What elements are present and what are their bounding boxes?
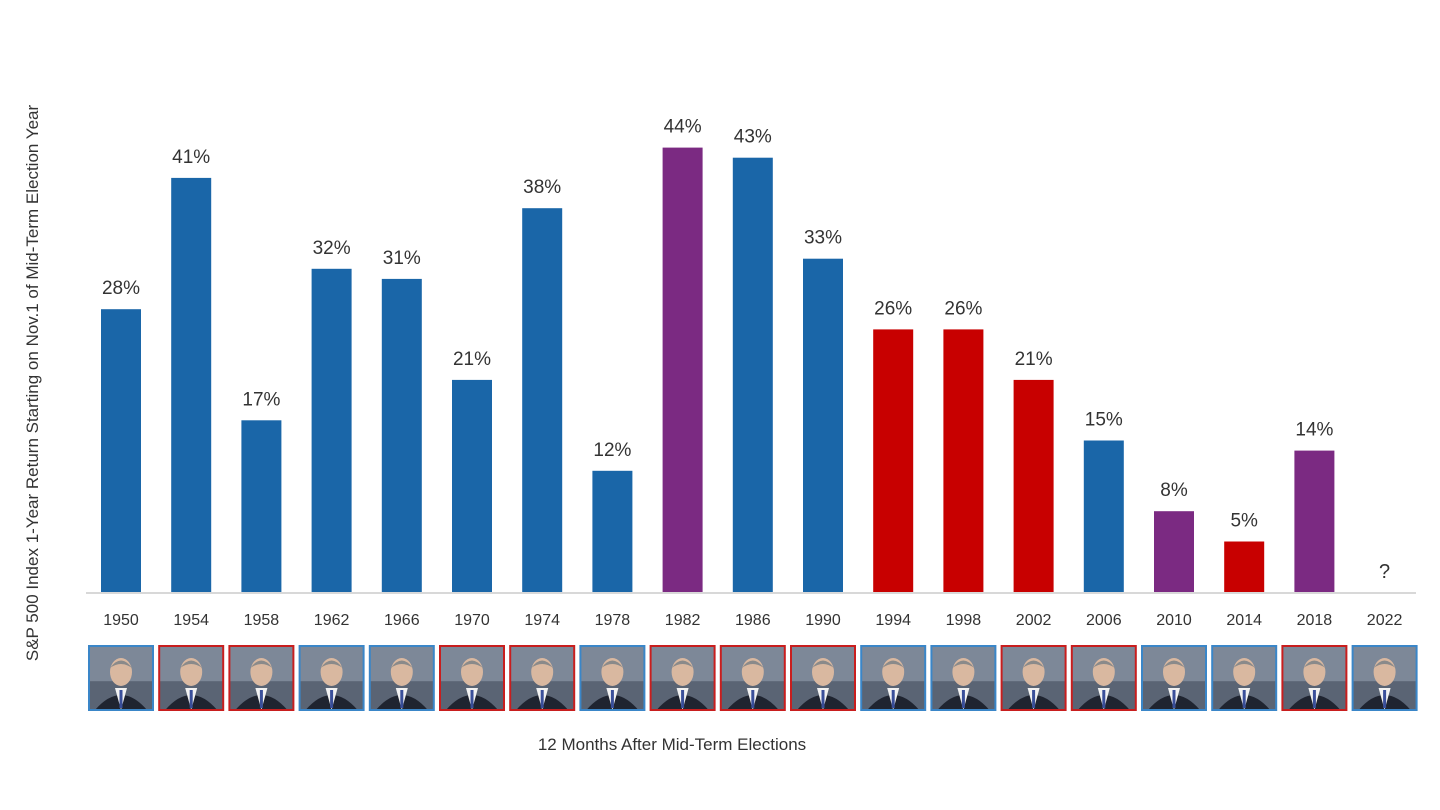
portrait-1970-icon bbox=[439, 645, 505, 711]
data-label-1958: 17% bbox=[242, 389, 280, 410]
tick-label-1958: 1958 bbox=[244, 612, 280, 629]
data-label-1986: 43% bbox=[734, 127, 772, 148]
bar-2018 bbox=[1294, 450, 1335, 592]
tick-label-1950: 1950 bbox=[103, 612, 139, 629]
tick-label-1970: 1970 bbox=[454, 612, 490, 629]
data-label-1990: 33% bbox=[804, 228, 842, 249]
data-label-1978: 12% bbox=[593, 440, 631, 461]
tick-label-1982: 1982 bbox=[665, 612, 701, 629]
tick-label-2018: 2018 bbox=[1297, 612, 1333, 629]
portrait-1966-icon bbox=[368, 645, 435, 711]
tick-label-1954: 1954 bbox=[173, 612, 209, 629]
portrait-1982-icon bbox=[649, 645, 716, 711]
portrait-2022-icon bbox=[1351, 645, 1418, 711]
tick-label-2002: 2002 bbox=[1016, 612, 1052, 629]
tick-label-1998: 1998 bbox=[946, 612, 982, 629]
portrait-1958-icon bbox=[228, 645, 295, 711]
tick-label-2022: 2022 bbox=[1367, 612, 1403, 629]
x-axis-ticks: 1950 1954 1958 1962 1966 1970 1974 1978 1982 1986… bbox=[103, 612, 1402, 629]
tick-label-1962: 1962 bbox=[314, 612, 350, 629]
bar-1958 bbox=[241, 420, 282, 592]
bar-2010 bbox=[1154, 511, 1194, 592]
tick-label-1966: 1966 bbox=[384, 612, 420, 629]
portrait-2014-icon bbox=[1211, 645, 1278, 711]
portrait-2018-icon bbox=[1281, 645, 1348, 711]
portrait-1998-icon bbox=[930, 645, 997, 711]
bar-1962 bbox=[311, 268, 352, 592]
portrait-1950-icon bbox=[88, 645, 154, 711]
data-label-2010: 8% bbox=[1160, 480, 1188, 501]
bar-1994 bbox=[873, 329, 914, 592]
bar-1974 bbox=[522, 208, 563, 592]
data-label-1970: 21% bbox=[453, 349, 491, 370]
data-label-1962: 32% bbox=[313, 238, 351, 259]
bar-1970 bbox=[452, 379, 492, 592]
data-label-2018: 14% bbox=[1295, 420, 1333, 441]
bar-1982 bbox=[662, 147, 703, 592]
bar-1954 bbox=[171, 177, 212, 592]
bar-2002 bbox=[1013, 379, 1054, 592]
portrait-1974-icon bbox=[509, 645, 576, 711]
bar-1998 bbox=[943, 329, 984, 592]
tick-label-1986: 1986 bbox=[735, 612, 771, 629]
tick-label-2014: 2014 bbox=[1226, 612, 1262, 629]
portrait-row bbox=[88, 645, 1418, 711]
data-label-2014: 5% bbox=[1230, 511, 1258, 532]
portrait-1990-icon bbox=[790, 645, 856, 711]
bar-1966 bbox=[381, 278, 422, 592]
portrait-1994-icon bbox=[860, 645, 927, 711]
data-label-2006: 15% bbox=[1085, 410, 1123, 431]
data-label-1954: 41% bbox=[172, 147, 210, 168]
tick-label-1974: 1974 bbox=[524, 612, 560, 629]
tick-label-1994: 1994 bbox=[875, 612, 911, 629]
data-label-1982: 44% bbox=[664, 117, 702, 138]
portrait-1978-icon bbox=[579, 645, 646, 711]
tick-label-1990: 1990 bbox=[805, 612, 841, 629]
tick-label-2010: 2010 bbox=[1156, 612, 1192, 629]
bar-1986 bbox=[732, 157, 773, 592]
data-label-2022: ? bbox=[1379, 561, 1390, 583]
tick-label-2006: 2006 bbox=[1086, 612, 1122, 629]
portrait-2010-icon bbox=[1141, 645, 1207, 711]
bar-1978 bbox=[592, 470, 633, 592]
portrait-2002-icon bbox=[1000, 645, 1067, 711]
data-label-2002: 21% bbox=[1015, 349, 1053, 370]
y-axis-label: S&P 500 Index 1-Year Return Starting on … bbox=[23, 105, 42, 662]
bars: 28% 41% 17% 32% 31% 21% 38% 12% 44% 43% 33% 26% 26% 2… bbox=[101, 117, 1390, 592]
bar-1990 bbox=[803, 258, 843, 592]
data-label-1974: 38% bbox=[523, 177, 561, 198]
portrait-1954-icon bbox=[158, 645, 225, 711]
portrait-1962-icon bbox=[298, 645, 365, 711]
data-label-1998: 26% bbox=[944, 298, 982, 319]
bar-2006 bbox=[1083, 440, 1124, 592]
portrait-1986-icon bbox=[719, 645, 786, 711]
bar-2014 bbox=[1224, 541, 1265, 592]
portrait-2006-icon bbox=[1070, 645, 1137, 711]
data-label-1966: 31% bbox=[383, 248, 421, 269]
tick-label-1978: 1978 bbox=[595, 612, 631, 629]
data-label-1950: 28% bbox=[102, 278, 140, 299]
bar-1950 bbox=[101, 309, 141, 592]
data-label-1994: 26% bbox=[874, 298, 912, 319]
x-axis-label: 12 Months After Mid-Term Elections bbox=[538, 735, 806, 754]
